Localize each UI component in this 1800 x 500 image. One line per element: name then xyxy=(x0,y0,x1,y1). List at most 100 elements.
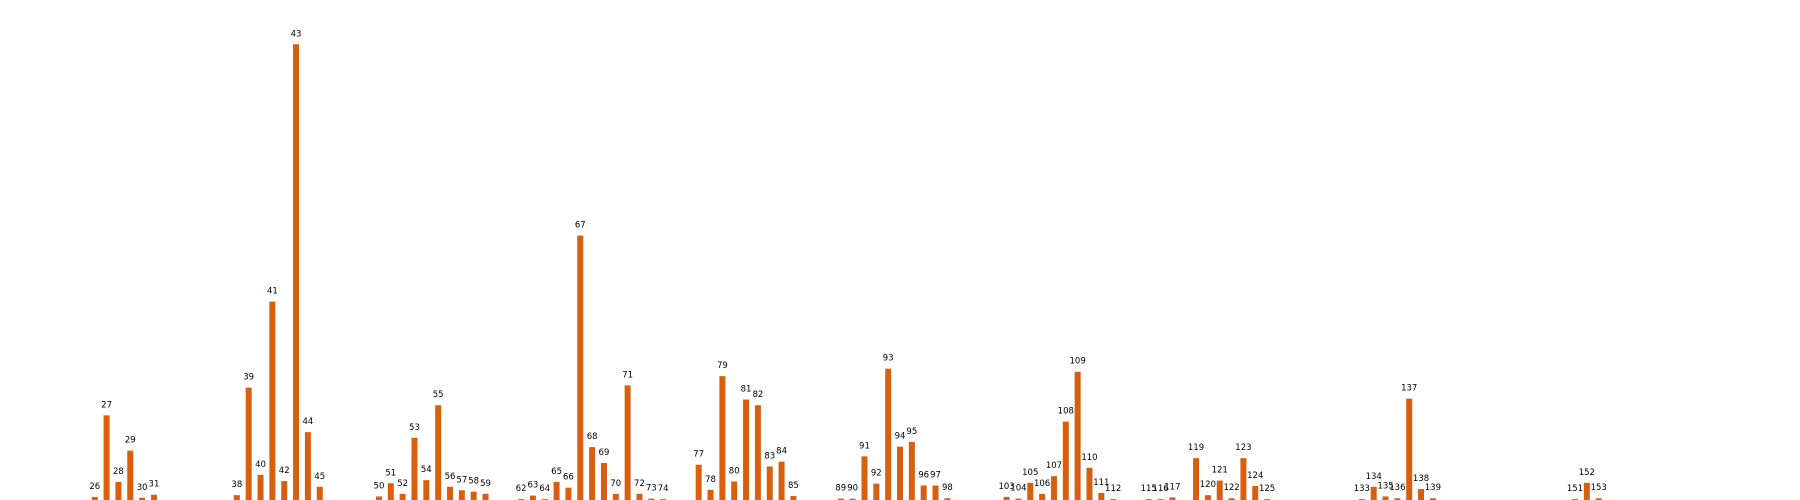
bar-label-83: 83 xyxy=(764,452,775,462)
bar-label-27: 27 xyxy=(101,400,112,410)
bar-label-82: 82 xyxy=(752,390,763,400)
bar-107 xyxy=(1050,476,1057,500)
bar-label-50: 50 xyxy=(374,481,385,491)
bar-label-137: 137 xyxy=(1401,384,1417,394)
bar-122 xyxy=(1228,498,1235,500)
bar-57 xyxy=(458,490,465,500)
bar-label-65: 65 xyxy=(551,467,562,477)
bar-45 xyxy=(316,486,323,500)
bar-label-121: 121 xyxy=(1212,466,1228,476)
bar-105 xyxy=(1027,482,1034,500)
bar-label-64: 64 xyxy=(539,484,550,494)
bar-label-120: 120 xyxy=(1200,480,1216,490)
bar-label-153: 153 xyxy=(1591,483,1607,493)
bar-92 xyxy=(873,483,880,500)
bar-94 xyxy=(897,446,903,500)
bar-label-115: 115 xyxy=(1141,484,1157,494)
bar-label-92: 92 xyxy=(871,469,882,479)
bar-91 xyxy=(861,456,868,500)
bar-label-110: 110 xyxy=(1081,453,1097,463)
bar-73 xyxy=(648,498,655,500)
bar-label-119: 119 xyxy=(1188,443,1204,453)
bar-103 xyxy=(1003,496,1010,500)
bar-29 xyxy=(127,450,134,500)
bar-121 xyxy=(1216,480,1223,500)
bar-label-90: 90 xyxy=(847,484,858,494)
bar-label-54: 54 xyxy=(421,465,432,475)
bar-label-109: 109 xyxy=(1070,357,1086,367)
bar-69 xyxy=(600,462,607,500)
bar-137 xyxy=(1406,398,1413,500)
bar-label-91: 91 xyxy=(859,441,870,451)
bar-42 xyxy=(281,481,288,500)
bar-label-44: 44 xyxy=(302,417,313,427)
bar-50 xyxy=(375,496,382,500)
bar-54 xyxy=(423,480,430,500)
bar-65 xyxy=(553,481,560,500)
bar-39 xyxy=(245,387,252,500)
bar-96 xyxy=(920,485,927,500)
bar-134 xyxy=(1370,486,1377,500)
bar-label-152: 152 xyxy=(1579,468,1595,478)
bar-label-138: 138 xyxy=(1413,474,1429,484)
bar-152 xyxy=(1583,482,1590,500)
bars-layer xyxy=(91,44,1602,500)
bar-label-66: 66 xyxy=(563,473,574,483)
bar-label-69: 69 xyxy=(599,448,610,458)
bar-63 xyxy=(529,495,536,500)
bar-136 xyxy=(1394,498,1401,500)
bar-label-73: 73 xyxy=(646,484,657,494)
bar-90 xyxy=(849,498,856,500)
bar-30 xyxy=(139,497,146,500)
bar-label-107: 107 xyxy=(1046,461,1062,471)
bar-label-52: 52 xyxy=(397,479,408,489)
bar-66 xyxy=(565,487,572,500)
bar-78 xyxy=(707,489,714,500)
bar-label-89: 89 xyxy=(835,484,846,494)
bar-label-67: 67 xyxy=(575,221,586,231)
bar-label-111: 111 xyxy=(1093,478,1109,488)
bar-51 xyxy=(387,483,394,500)
bar-label-30: 30 xyxy=(137,483,148,493)
bar-label-85: 85 xyxy=(788,481,799,491)
bar-label-139: 139 xyxy=(1425,483,1441,493)
bar-label-151: 151 xyxy=(1567,484,1583,494)
bar-label-31: 31 xyxy=(149,480,160,490)
bar-72 xyxy=(636,493,643,500)
bar-label-39: 39 xyxy=(243,373,254,383)
bar-82 xyxy=(754,405,761,500)
bar-98 xyxy=(944,498,951,500)
bar-139 xyxy=(1429,498,1436,500)
bar-label-45: 45 xyxy=(314,472,325,482)
bar-53 xyxy=(411,437,418,500)
bar-label-116: 116 xyxy=(1152,484,1168,494)
bar-93 xyxy=(885,368,892,500)
bar-55 xyxy=(435,405,442,500)
bar-label-53: 53 xyxy=(409,423,420,433)
bar-label-51: 51 xyxy=(385,468,396,478)
bar-123 xyxy=(1240,458,1247,500)
bar-83 xyxy=(766,466,773,500)
bar-28 xyxy=(115,481,122,500)
bar-77 xyxy=(695,464,702,500)
bar-58 xyxy=(470,491,477,500)
bar-label-28: 28 xyxy=(113,467,124,477)
bar-81 xyxy=(743,399,750,500)
bar-106 xyxy=(1039,493,1046,500)
bar-43 xyxy=(293,44,300,500)
bar-label-112: 112 xyxy=(1105,484,1121,494)
bar-label-43: 43 xyxy=(291,29,302,39)
bar-71 xyxy=(624,385,631,500)
bar-38 xyxy=(233,495,240,500)
bar-label-59: 59 xyxy=(480,479,491,489)
bar-label-122: 122 xyxy=(1223,483,1239,493)
bar-label-80: 80 xyxy=(729,466,740,476)
bar-label-77: 77 xyxy=(693,450,704,460)
bar-label-124: 124 xyxy=(1247,471,1263,481)
bar-label-55: 55 xyxy=(433,390,444,400)
bar-97 xyxy=(932,485,939,500)
bar-label-78: 78 xyxy=(705,475,716,485)
bar-110 xyxy=(1086,467,1093,500)
bar-31 xyxy=(150,494,157,500)
